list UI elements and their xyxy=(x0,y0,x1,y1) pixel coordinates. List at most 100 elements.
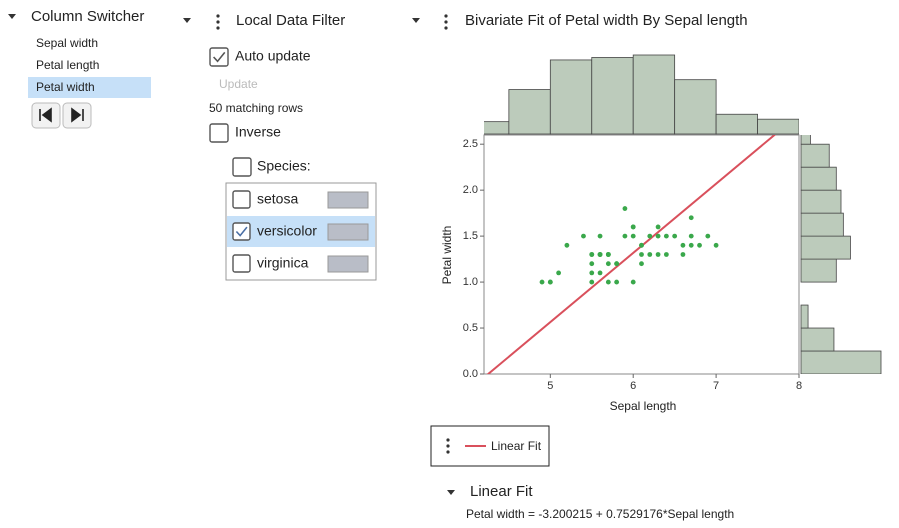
update-button[interactable]: Update xyxy=(219,77,258,91)
histogram-bar xyxy=(800,212,844,237)
x-tick-label: 5 xyxy=(547,380,553,392)
y-tick-label: 0.5 xyxy=(463,322,478,334)
point xyxy=(655,224,661,230)
point xyxy=(655,252,661,257)
checkbox[interactable] xyxy=(232,190,251,209)
x-histogram xyxy=(484,54,799,135)
histogram-bar xyxy=(800,143,830,168)
histogram-bar xyxy=(508,89,551,135)
panel-title: Local Data Filter xyxy=(236,12,345,29)
menu-icon[interactable] xyxy=(446,438,450,454)
point xyxy=(589,279,595,285)
histogram-bar xyxy=(800,189,842,214)
histogram-bar xyxy=(800,135,811,145)
previous-icon xyxy=(39,107,52,123)
point xyxy=(597,270,603,276)
point xyxy=(639,252,644,257)
disclosure-icon[interactable] xyxy=(8,14,16,19)
level-swatch xyxy=(327,223,369,241)
checkbox[interactable] xyxy=(232,157,252,177)
point xyxy=(597,233,603,239)
checkbox[interactable] xyxy=(232,222,251,241)
point xyxy=(639,242,644,248)
histogram-bar xyxy=(632,54,676,135)
point xyxy=(680,252,686,257)
point xyxy=(605,279,611,285)
section-title: Linear Fit xyxy=(470,483,533,500)
x-tick-label: 8 xyxy=(796,380,802,392)
point xyxy=(697,242,702,248)
level-list: setosa versicolor virginica xyxy=(227,190,375,273)
histogram-bar xyxy=(674,79,717,135)
menu-icon[interactable] xyxy=(216,14,220,30)
level-label[interactable]: setosa xyxy=(257,191,298,207)
legend-box xyxy=(430,425,550,467)
disclosure-icon[interactable] xyxy=(447,490,455,495)
status-text: 50 matching rows xyxy=(209,101,303,115)
point xyxy=(547,279,553,285)
checkbox[interactable] xyxy=(209,123,229,143)
column-item[interactable]: Sepal width xyxy=(36,36,98,50)
selected-highlight xyxy=(28,77,151,98)
point xyxy=(614,279,620,285)
checkbox-label: Auto update xyxy=(235,48,311,64)
point xyxy=(622,233,628,239)
chart-title: Bivariate Fit of Petal width By Sepal le… xyxy=(465,12,748,29)
y-tick-label: 1.0 xyxy=(463,276,478,288)
point xyxy=(639,261,644,267)
column-list: Sepal width Petal length Petal width xyxy=(28,36,151,98)
point xyxy=(672,233,678,239)
histogram-bar xyxy=(800,166,837,191)
point xyxy=(630,224,636,230)
histogram-bar xyxy=(800,258,837,283)
checkbox-label: Species: xyxy=(257,158,311,174)
level-swatch xyxy=(327,255,369,273)
legend-label: Linear Fit xyxy=(491,439,542,453)
histogram-bar xyxy=(800,327,835,352)
level-label[interactable]: versicolor xyxy=(257,223,317,239)
point xyxy=(705,233,711,239)
plot-area xyxy=(486,135,776,374)
point xyxy=(647,252,653,257)
histogram-bar xyxy=(484,121,510,135)
x-axis-label: Sepal length xyxy=(610,399,677,413)
histogram-bar xyxy=(800,235,851,260)
y-tick-label: 1.5 xyxy=(463,230,478,242)
equation: Petal width = -3.200215 + 0.7529176*Sepa… xyxy=(466,507,734,521)
point xyxy=(605,261,611,267)
x-tick-label: 6 xyxy=(630,380,636,392)
point xyxy=(630,233,636,239)
point xyxy=(589,252,595,257)
histogram-bar xyxy=(800,350,882,374)
disclosure-icon[interactable] xyxy=(183,18,191,23)
x-tick-label: 7 xyxy=(713,380,719,392)
panel-title: Column Switcher xyxy=(31,8,144,25)
y-axis-label: Petal width xyxy=(440,226,454,285)
histogram-bar xyxy=(800,304,809,329)
disclosure-icon[interactable] xyxy=(412,18,420,23)
column-item[interactable]: Petal length xyxy=(36,58,99,72)
check-mark xyxy=(213,51,226,63)
point xyxy=(680,242,686,248)
level-label[interactable]: virginica xyxy=(257,255,309,271)
checkbox-label: Inverse xyxy=(235,124,281,140)
histogram-bar xyxy=(549,59,593,135)
point xyxy=(713,242,719,248)
menu-icon[interactable] xyxy=(444,14,448,30)
point xyxy=(581,233,586,239)
point xyxy=(597,252,603,257)
level-swatch xyxy=(327,191,369,209)
point xyxy=(663,233,669,239)
y-tick-label: 0.0 xyxy=(463,368,478,380)
point xyxy=(630,279,636,285)
point xyxy=(614,261,620,267)
checkbox[interactable] xyxy=(209,47,229,67)
checkbox[interactable] xyxy=(232,254,251,273)
point xyxy=(539,279,545,285)
point xyxy=(655,233,661,239)
column-item[interactable]: Petal width xyxy=(36,80,95,94)
chart: 5 6 7 8 0.0 0.5 1.0 1.5 2.0 2.5 xyxy=(463,54,882,392)
point xyxy=(688,233,694,239)
